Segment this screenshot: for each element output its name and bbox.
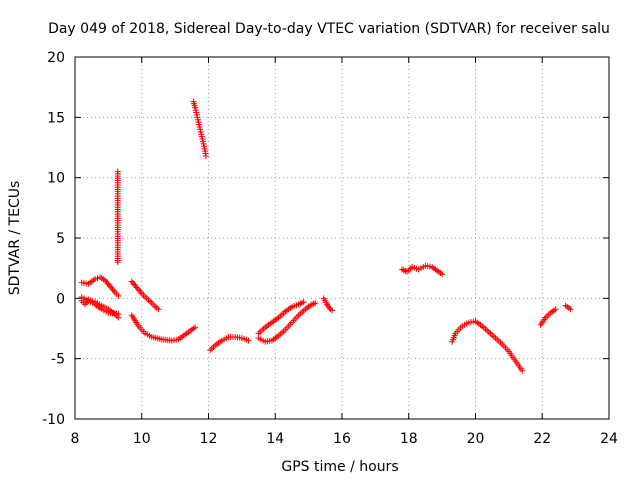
data-point xyxy=(92,276,99,283)
y-tick-label: 10 xyxy=(47,171,65,187)
x-tick-label: 12 xyxy=(200,431,218,447)
x-tick-label: 20 xyxy=(467,431,485,447)
data-point xyxy=(439,271,446,278)
x-tick-labels: 8 10 12 14 16 18 20 22 24 xyxy=(71,431,618,447)
x-tick-label: 10 xyxy=(133,431,151,447)
axis-ticks xyxy=(74,56,610,420)
y-tick-label: 15 xyxy=(47,110,65,126)
data-point xyxy=(567,306,574,313)
x-tick-label: 14 xyxy=(266,431,284,447)
y-tick-label: 0 xyxy=(56,291,65,307)
y-tick-label: 20 xyxy=(47,50,65,66)
x-tick-label: 18 xyxy=(400,431,418,447)
data-point xyxy=(552,306,559,313)
data-points xyxy=(78,98,574,374)
x-tick-label: 22 xyxy=(533,431,551,447)
data-point xyxy=(245,337,252,344)
data-point xyxy=(202,152,209,159)
data-point xyxy=(300,298,307,305)
y-tick-label: 5 xyxy=(56,231,65,247)
x-axis-label: GPS time / hours xyxy=(281,459,398,475)
data-point xyxy=(114,259,121,266)
data-point xyxy=(192,324,199,331)
y-tick-label: -5 xyxy=(51,352,65,368)
x-tick-label: 16 xyxy=(333,431,351,447)
y-tick-label: -10 xyxy=(42,412,65,428)
grid-lines xyxy=(75,57,609,419)
x-tick-label: 24 xyxy=(600,431,618,447)
data-point xyxy=(155,306,162,313)
chart-title: Day 049 of 2018, Sidereal Day-to-day VTE… xyxy=(48,21,610,37)
data-point xyxy=(519,367,526,374)
data-point xyxy=(312,300,319,307)
data-point xyxy=(115,292,122,299)
y-axis-label: SDTVAR / TECUs xyxy=(7,181,23,296)
x-tick-label: 8 xyxy=(71,431,80,447)
data-point xyxy=(328,307,335,314)
data-point xyxy=(115,311,122,318)
y-tick-labels: -10 -5 0 5 10 15 20 xyxy=(42,50,65,428)
